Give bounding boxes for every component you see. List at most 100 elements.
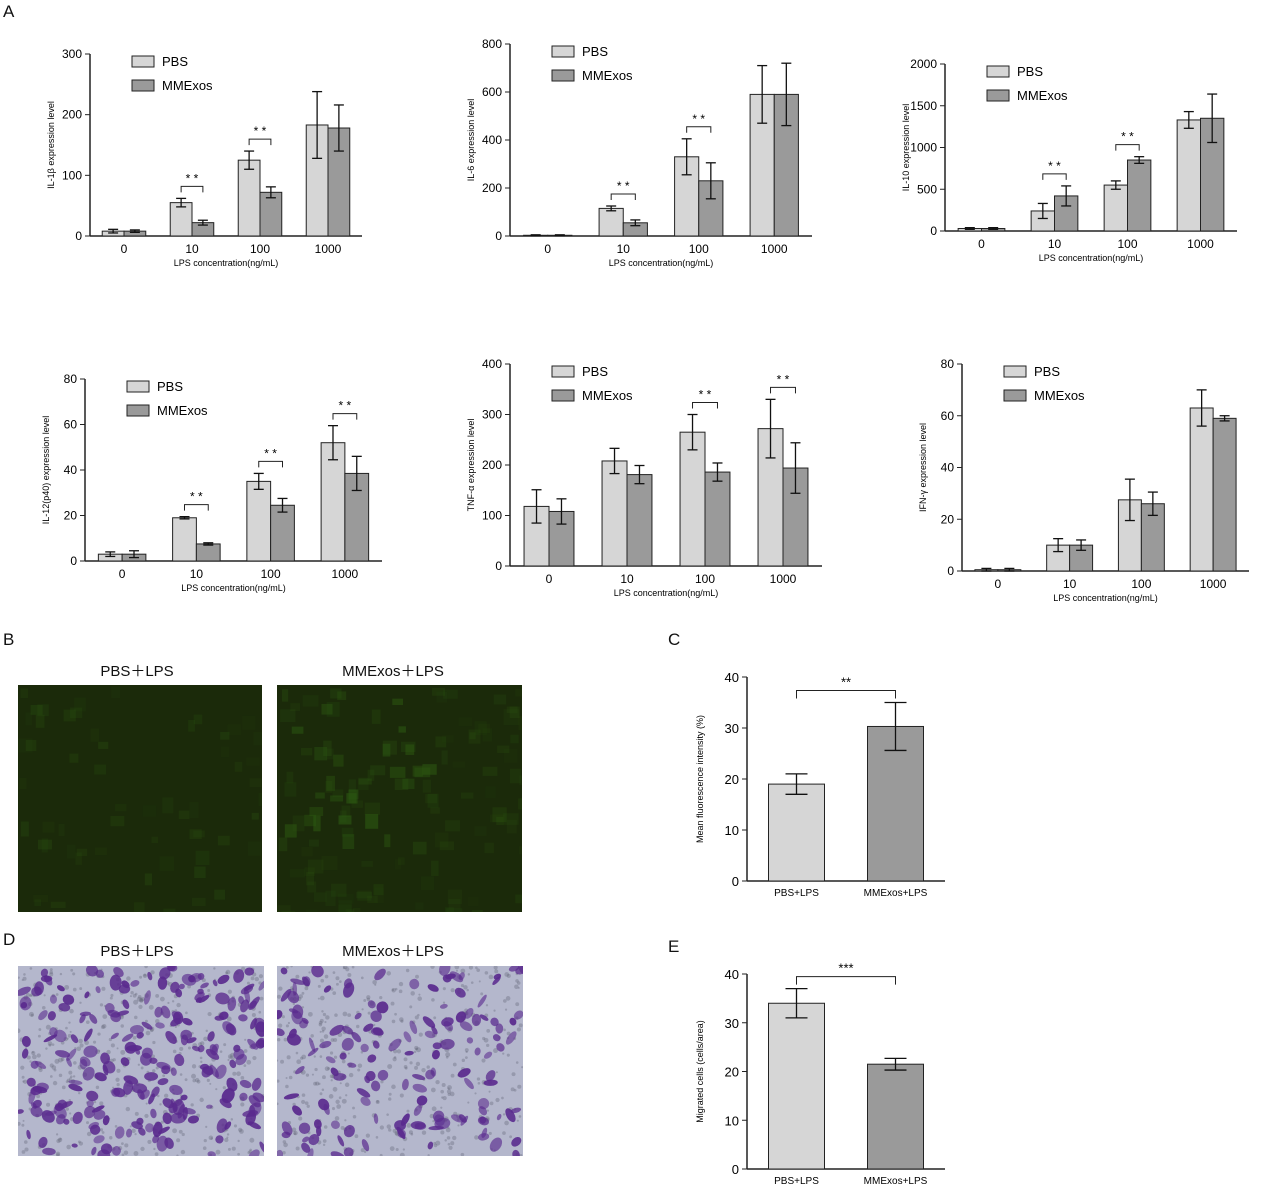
fluorescence-signal [348,779,356,792]
y-tick-label: 1000 [910,141,937,155]
migrated-cell [280,967,288,975]
membrane-pore [374,983,377,986]
membrane-pore [311,1073,314,1076]
membrane-pore [367,1011,371,1015]
membrane-pore [48,1043,52,1047]
membrane-pore [147,1139,152,1144]
migrated-cell [26,1077,36,1087]
membrane-pore [339,1082,342,1085]
membrane-pore [283,1142,288,1148]
membrane-pore [516,981,521,985]
membrane-pore [181,1132,185,1137]
membrane-pore [258,974,264,979]
fluorescence-signal [439,841,455,851]
y-axis-label: Migrated cells (cells/area) [695,1020,705,1123]
migrated-cell [403,1031,412,1043]
migrated-cell [485,1070,496,1082]
fluorescence-signal [506,706,518,714]
membrane-pore [116,1082,120,1087]
membrane-pore [195,1077,200,1083]
membrane-pore [56,1153,60,1156]
membrane-pore [403,1057,408,1062]
migrated-cell [248,1149,260,1156]
membrane-pore [339,980,342,983]
y-tick-label: 60 [64,418,78,432]
fluorescence-signal [281,911,296,912]
membrane-pore [515,979,519,983]
migrated-cell [41,1110,55,1123]
fluorescence-signal [321,703,333,715]
fluorescence-signal [338,904,352,912]
membrane-pore [207,989,211,993]
migrated-cell [97,1149,111,1156]
migrated-cell [207,1031,215,1042]
membrane-pore [20,1065,25,1070]
membrane-pore [191,1073,196,1079]
fluorescence-signal [188,719,195,732]
y-tick-label: 200 [482,458,502,472]
membrane-pore [112,1058,116,1062]
membrane-pore [417,996,422,1001]
membrane-pore [102,1014,108,1019]
migrated-cell [113,966,124,978]
membrane-pore [331,1107,336,1111]
membrane-pore [440,1089,444,1094]
migrated-cell [84,991,90,999]
membrane-pore [313,1081,318,1086]
x-axis-label: LPS concentration(ng/mL) [181,583,286,593]
migrated-cell [250,1043,257,1050]
membrane-pore [502,1113,506,1116]
fluorescence-signal [110,815,125,827]
membrane-pore [379,1125,385,1130]
membrane-pore [415,1061,421,1067]
migrated-cell [477,1116,490,1126]
migrated-cell [400,1113,410,1126]
legend-label: MMExos [1034,388,1085,403]
migrated-cell [277,1028,285,1037]
membrane-pore [258,1010,262,1014]
membrane-pore [167,1001,170,1005]
membrane-pore [69,1075,73,1079]
migrated-cell [483,1051,493,1059]
membrane-pore [441,1082,446,1088]
bar [1176,119,1202,232]
membrane-pore [486,1109,490,1112]
fluor-left-caption: PBS＋LPS [100,663,174,680]
membrane-pore [115,1077,120,1082]
fluorescence-signal [358,778,372,785]
migrated-cell [215,1135,224,1144]
fluorescence-signal [361,860,373,867]
fluorescence-signal [278,837,288,852]
membrane-pore [68,1098,72,1102]
fluorescence-signal [389,766,406,778]
membrane-pore [399,1152,405,1156]
membrane-pore [418,1032,423,1037]
membrane-pore [139,975,143,979]
membrane-pore [150,970,155,975]
migrated-cell [240,999,250,1013]
migrated-cell [319,1041,332,1049]
migrated-cell [187,1115,200,1124]
membrane-pore [120,1049,126,1055]
fluorescence-signal [474,826,487,836]
membrane-pore [404,1066,408,1070]
migrated-cell [372,1040,380,1049]
membrane-pore [59,1137,62,1141]
membrane-pore [476,1077,481,1081]
membrane-pore [238,1127,243,1132]
membrane-pore [281,1015,285,1019]
fluorescence-signal [76,848,88,857]
membrane-pore [64,984,70,990]
membrane-pore [442,987,446,991]
membrane-pore [70,968,74,972]
membrane-pore [171,1000,175,1003]
fluorescence-signal [422,779,432,793]
migrated-cell [458,1114,467,1123]
membrane-pore [43,994,46,997]
membrane-pore [243,1064,247,1067]
fluorescence-signal [394,778,409,791]
membrane-pore [55,993,59,996]
membrane-pore [488,1090,491,1093]
membrane-pore [431,998,435,1002]
migrated-cell [130,980,140,987]
